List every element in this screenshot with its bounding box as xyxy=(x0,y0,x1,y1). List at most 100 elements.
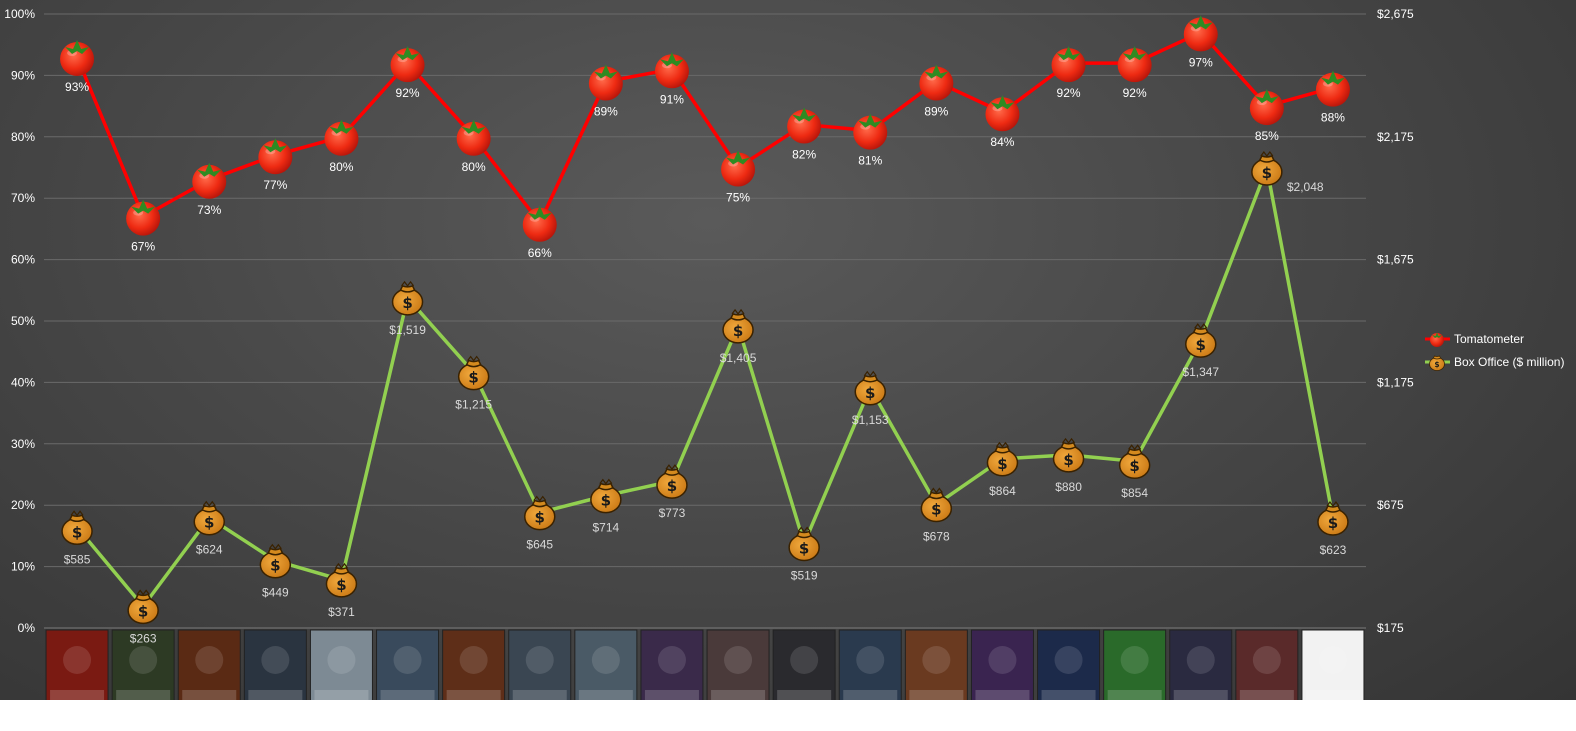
tomato-icon xyxy=(258,138,293,175)
tomatometer-label: 81% xyxy=(858,154,882,168)
box-office-label: $2,048 xyxy=(1287,180,1324,194)
tomato-icon xyxy=(192,162,227,199)
svg-text:$: $ xyxy=(270,557,280,575)
box-office-label: $449 xyxy=(262,586,289,600)
box-office-series: $ $585 $ $263 $ $624 $ $449 $ $371 $ $1,519 $ $1,215 $… xyxy=(61,150,1349,645)
tomatometer-label: 75% xyxy=(726,191,750,205)
tomato-icon xyxy=(60,39,95,76)
tomatometer-label: 89% xyxy=(594,105,618,119)
tomatometer-label: 93% xyxy=(65,80,89,94)
svg-text:$: $ xyxy=(402,294,412,312)
y-right-tick-label: $175 xyxy=(1377,621,1404,635)
tomatometer-label: 73% xyxy=(197,203,221,217)
box-office-label: $1,519 xyxy=(389,323,426,337)
tomato-icon xyxy=(588,64,623,101)
money-bag-icon: $ xyxy=(127,589,159,625)
y-right-tick-label: $1,175 xyxy=(1377,375,1414,389)
box-office-label: $624 xyxy=(196,543,223,557)
money-bag-icon: $ xyxy=(1052,437,1085,473)
tomato-icon xyxy=(787,107,822,144)
money-bag-icon: $ xyxy=(656,464,688,499)
box-office-label: $854 xyxy=(1121,486,1148,500)
tomato-icon xyxy=(721,150,756,187)
y-left-tick-label: 0% xyxy=(18,621,36,635)
svg-text:$: $ xyxy=(1262,164,1272,182)
tomatometer-label: 67% xyxy=(131,240,155,254)
money-bag-icon: $ xyxy=(61,510,93,546)
legend-item-box-office: $ Box Office ($ million) xyxy=(1425,355,1564,371)
y-left-tick-label: 70% xyxy=(11,191,35,205)
tomato-icon xyxy=(919,64,954,101)
y-right-tick-label: $1,675 xyxy=(1377,253,1414,267)
y-left-tick-label: 50% xyxy=(11,314,35,328)
tomato-icon xyxy=(1315,70,1350,107)
tomato-icon xyxy=(654,52,689,89)
svg-text:$: $ xyxy=(667,477,677,495)
svg-text:$: $ xyxy=(1434,360,1439,369)
legend-label-tomatometer: Tomatometer xyxy=(1454,332,1524,346)
y-left-tick-label: 90% xyxy=(11,68,35,82)
money-bag-icon: $ xyxy=(457,355,490,391)
y-left-tick-label: 100% xyxy=(4,7,35,21)
tomato-icon xyxy=(1430,332,1444,347)
box-office-label: $585 xyxy=(64,552,91,566)
box-office-label: $1,153 xyxy=(852,413,889,427)
bottom-grid-strip xyxy=(0,700,1576,731)
money-bag-icon: $ xyxy=(986,441,1019,477)
y-left-tick-label: 80% xyxy=(11,130,35,144)
money-bag-icon: $ xyxy=(788,526,820,562)
box-office-label: $1,405 xyxy=(720,351,757,365)
tomato-icon xyxy=(522,205,557,242)
tomatometer-label: 92% xyxy=(396,86,420,100)
legend-item-tomatometer: Tomatometer xyxy=(1425,332,1524,347)
box-office-label: $519 xyxy=(791,569,818,583)
gridlines xyxy=(44,13,1366,629)
y-right-tick-label: $675 xyxy=(1377,498,1404,512)
y-right-tick-label: $2,675 xyxy=(1377,7,1414,21)
box-office-label: $1,215 xyxy=(455,398,492,412)
tomato-icon xyxy=(1249,89,1284,126)
svg-text:$: $ xyxy=(336,576,346,594)
tomato-icon xyxy=(1183,15,1218,52)
legend: Tomatometer $ Box Office ($ million) xyxy=(1425,332,1564,371)
tomatometer-label: 85% xyxy=(1255,129,1279,143)
tomato-icon xyxy=(390,46,425,83)
box-office-label: $714 xyxy=(592,521,619,535)
svg-text:$: $ xyxy=(204,514,214,532)
box-office-label: $1,347 xyxy=(1182,365,1219,379)
y-axis-right: $175 $675 $1,175 $1,675 $2,175 $2,675 xyxy=(1377,7,1414,635)
tomato-icon xyxy=(1051,46,1086,83)
y-axis-left: 0% 10% 20% 30% 40% 50% 60% 70% 80% 90% 100% xyxy=(4,7,35,635)
box-office-label: $678 xyxy=(923,529,950,543)
svg-text:$: $ xyxy=(468,369,478,387)
svg-text:$: $ xyxy=(535,509,545,527)
tomatometer-label: 89% xyxy=(924,105,948,119)
y-left-tick-label: 60% xyxy=(11,253,35,267)
y-left-tick-label: 10% xyxy=(11,560,35,574)
tomatometer-series: 93% 67% 73% 77% 80% 92% 80% 66% 89% 91% 75% 82% 81% 8… xyxy=(60,15,1350,260)
tomatometer-label: 66% xyxy=(528,246,552,260)
money-bag-icon: $ xyxy=(325,562,358,598)
tomatometer-label: 80% xyxy=(329,160,353,174)
tomato-icon xyxy=(126,199,161,236)
svg-text:$: $ xyxy=(865,384,875,402)
money-bag-icon: $ xyxy=(854,370,886,406)
money-bag-icon: $ xyxy=(524,495,556,531)
tomatometer-label: 92% xyxy=(1057,86,1081,100)
tomatometer-label: 80% xyxy=(462,160,486,174)
tomato-icon xyxy=(324,119,359,156)
tomatometer-label: 88% xyxy=(1321,111,1345,125)
box-office-label: $773 xyxy=(659,506,686,520)
money-bag-icon: $ xyxy=(391,280,424,316)
svg-text:$: $ xyxy=(1328,514,1338,532)
tomatometer-label: 77% xyxy=(263,178,287,192)
svg-text:$: $ xyxy=(1196,336,1206,354)
svg-text:$: $ xyxy=(997,455,1007,473)
money-bag-icon: $ xyxy=(259,543,292,579)
y-right-tick-label: $2,175 xyxy=(1377,130,1414,144)
money-bag-icon: $ xyxy=(1185,323,1217,358)
svg-text:$: $ xyxy=(72,523,82,541)
money-bag-icon: $ xyxy=(1118,444,1151,479)
box-office-line xyxy=(75,166,1335,609)
svg-text:$: $ xyxy=(138,602,148,620)
